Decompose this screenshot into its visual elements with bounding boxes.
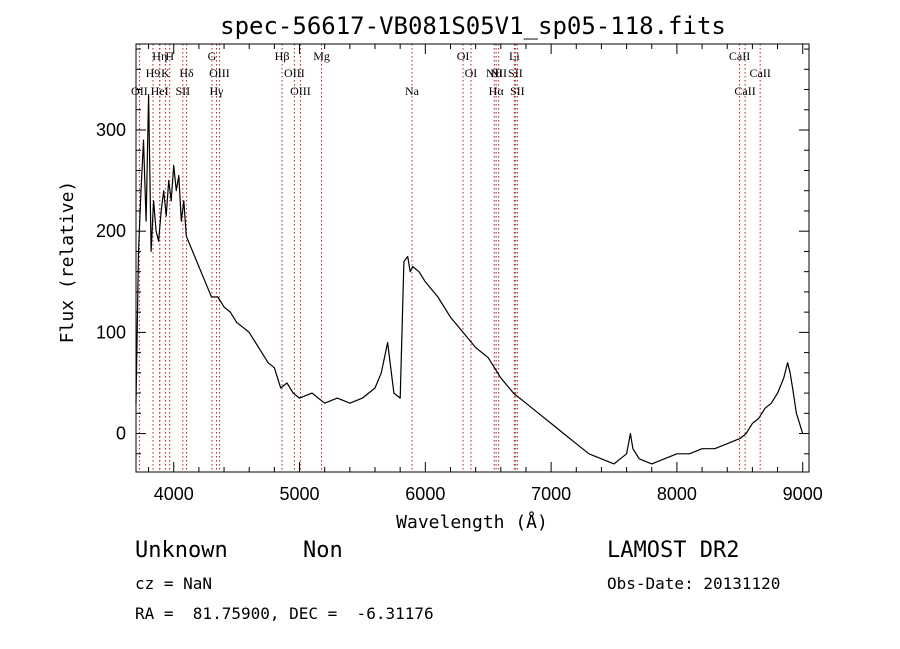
- spectral-line-label: OII: [131, 84, 148, 98]
- y-axis-label: Flux (relative): [57, 181, 78, 344]
- spectral-line-label: SII: [175, 84, 190, 98]
- spectral-line-label: SII: [508, 66, 523, 80]
- spectral-line-markers: [138, 44, 761, 472]
- spectral-line-label: Li: [509, 49, 520, 63]
- x-tick-label: 6000: [405, 484, 445, 504]
- spectral-line-label: NII: [490, 66, 507, 80]
- y-tick-label: 200: [96, 221, 126, 241]
- spectral-line-label: OIII: [284, 66, 305, 80]
- spectral-line-label: HeI: [151, 84, 169, 98]
- spectral-line-label: NII: [486, 66, 503, 80]
- spectral-line-label: CaII: [750, 66, 771, 80]
- spectral-line-label: Hγ: [210, 84, 225, 98]
- spectral-line-label: OIII: [209, 66, 230, 80]
- spectral-line-label: Hβ: [275, 49, 290, 63]
- spectral-line-label: OI: [465, 66, 478, 80]
- spectral-line-label: SII: [510, 84, 525, 98]
- spectral-line-label: CaII: [734, 84, 755, 98]
- spectral-line-label: Hη: [152, 49, 167, 63]
- x-tick-label: 7000: [531, 484, 571, 504]
- spectral-line-label: CaII: [729, 49, 750, 63]
- spectral-line-label: Hδ: [179, 66, 194, 80]
- y-tick-label: 0: [116, 424, 126, 444]
- spectral-line-label: K: [161, 66, 170, 80]
- chart-title: spec-56617-VB081S05V1_sp05-118.fits: [220, 12, 726, 40]
- spectral-line-label: H9: [146, 66, 161, 80]
- x-tick-label: 4000: [154, 484, 194, 504]
- y-tick-label: 300: [96, 120, 126, 140]
- x-axis-label: Wavelength (Å): [396, 511, 548, 533]
- object-subclass: Non: [303, 538, 343, 563]
- plot-frame: [135, 43, 810, 473]
- spectrum-series-line: [135, 94, 804, 465]
- coordinates: RA = 81.75900, DEC = -6.31176: [135, 604, 434, 623]
- spectral-line-label: OIII: [290, 84, 311, 98]
- y-tick-label: 100: [96, 322, 126, 342]
- spectral-line-label: Hα: [489, 84, 505, 98]
- spectral-line-label: G: [208, 49, 217, 63]
- redshift-cz: cz = NaN: [135, 574, 213, 593]
- spectral-line-label: H: [165, 49, 174, 63]
- spectral-line-label: OI: [457, 49, 470, 63]
- object-class: Unknown: [135, 538, 228, 563]
- observation-date: Obs-Date: 20131120: [607, 574, 781, 593]
- spectral-line-label: Na: [405, 84, 420, 98]
- y-axis: 0 100 200 300: [96, 48, 809, 455]
- survey-name: LAMOST DR2: [607, 538, 740, 563]
- spectral-line-label: Mg: [313, 49, 330, 63]
- spectral-line-labels: OII H9 Hη HeI KH SII Hδ G OIII Hγ Hβ OIII OIII Mg Na OI…: [131, 49, 771, 98]
- x-axis: 4000 5000 6000 7000 8000 9000: [148, 44, 823, 504]
- x-tick-label: 9000: [783, 484, 823, 504]
- x-tick-label: 8000: [657, 484, 697, 504]
- x-tick-label: 5000: [280, 484, 320, 504]
